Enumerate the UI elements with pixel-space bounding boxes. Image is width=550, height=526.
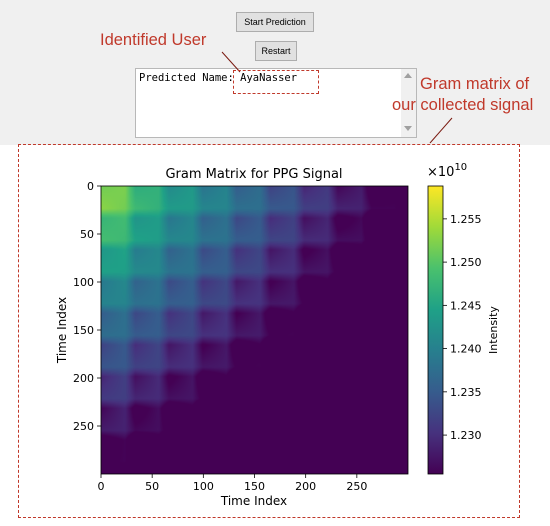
start-prediction-button[interactable]: Start Prediction (236, 12, 314, 32)
colorbar (428, 186, 443, 474)
scroll-up-icon[interactable] (404, 73, 412, 78)
gram-matrix-highlight (18, 144, 520, 518)
restart-button[interactable]: Restart (255, 41, 297, 61)
gram-heatmap (101, 186, 408, 474)
prediction-output-textarea[interactable]: Predicted Name: AyaNasser (135, 68, 417, 138)
vertical-scrollbar[interactable] (401, 69, 416, 137)
identified-user-highlight (233, 70, 319, 94)
gram-annotation-line2: our collected signal (392, 96, 534, 114)
scroll-down-icon[interactable] (404, 126, 412, 131)
prediction-output-text: Predicted Name: AyaNasser (139, 72, 298, 84)
gram-annotation-line1: Gram matrix of (420, 75, 530, 93)
identified-user-annotation: Identified User (100, 31, 207, 49)
